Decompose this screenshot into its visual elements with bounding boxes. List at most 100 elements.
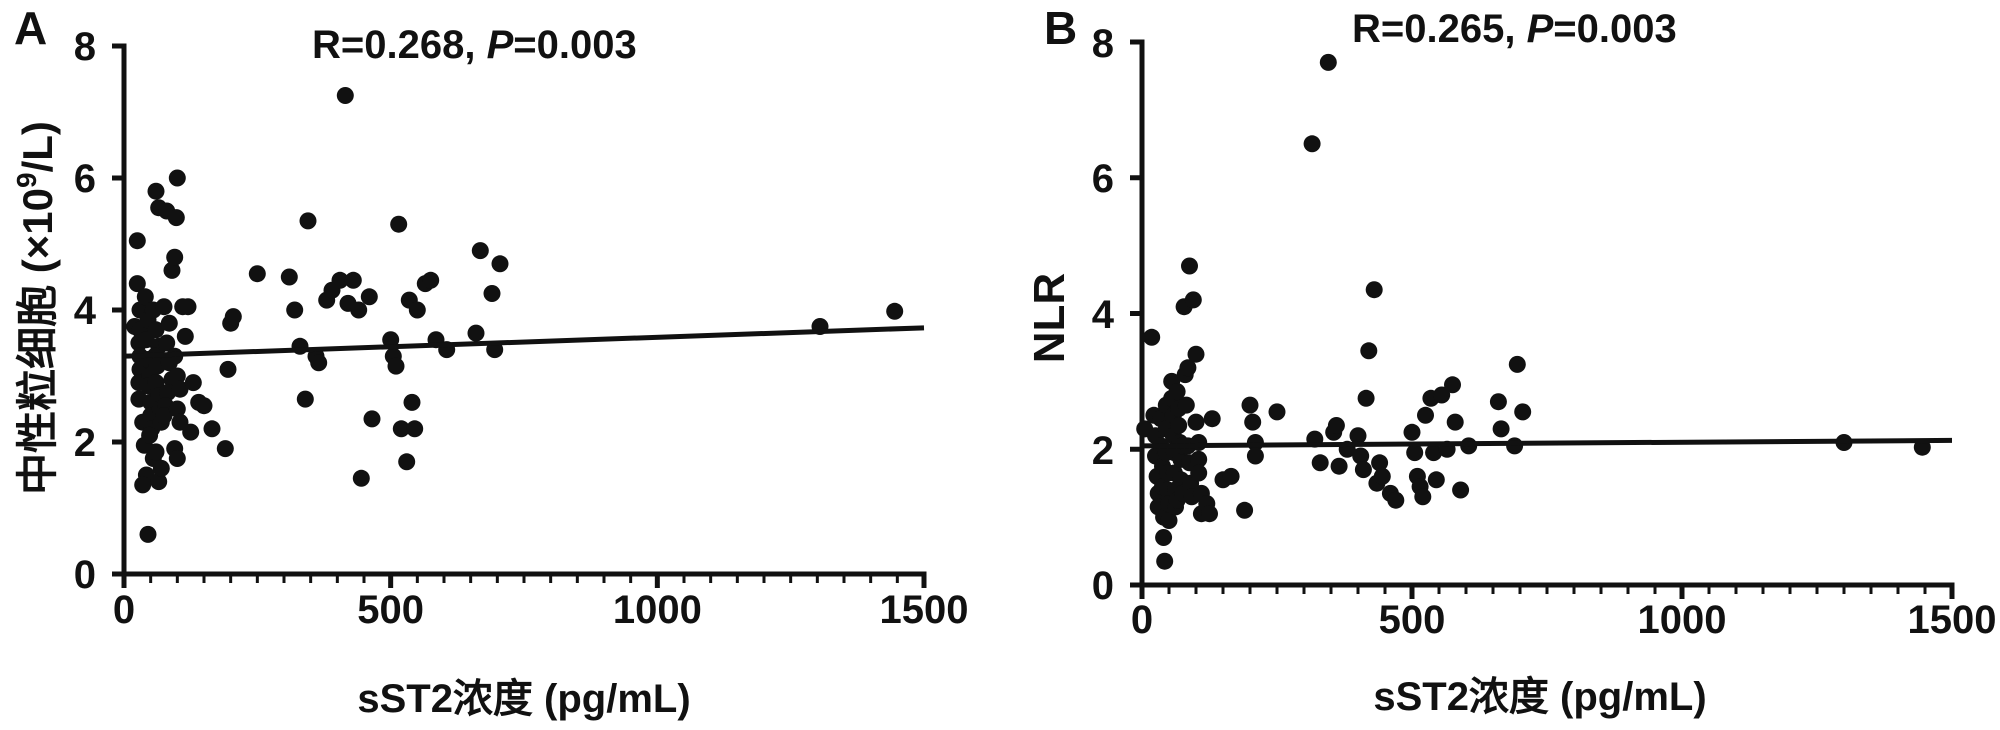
panel-a-data-point — [360, 288, 378, 306]
panel-b-data-point — [1170, 417, 1188, 434]
panel-b-data-point — [1244, 413, 1262, 431]
panel-b-data-point — [1427, 471, 1445, 489]
panel-a-data-point — [382, 331, 400, 349]
panel-b-data-point — [1492, 420, 1510, 438]
panel-a-points — [126, 87, 904, 543]
panel-a-data-point — [390, 215, 408, 233]
panel-a-data-point — [176, 327, 194, 345]
panel-b-data-point — [1506, 437, 1524, 455]
panel-b-data-point — [1452, 481, 1470, 499]
panel-a-data-point — [168, 367, 186, 385]
panel-b-data-point — [1417, 406, 1434, 424]
panel-a-x-tick-label-1000: 1000 — [613, 588, 702, 632]
panel-a-data-point — [224, 308, 242, 326]
panel-b-points — [1136, 53, 1931, 570]
panel-a: A R=0.268, P=0.003 0 500 1000 1500 0 2 4… — [11, 2, 968, 721]
panel-a-data-point — [168, 400, 186, 418]
panel-b-y-tick-label-2: 2 — [1092, 429, 1114, 473]
panel-a-data-point — [299, 212, 317, 230]
panel-a-y-label-main: 中性粒细胞 (×10 — [14, 188, 61, 495]
panel-a-data-point — [387, 357, 405, 375]
panel-b-x-axis-label: sST2浓度 (pg/mL) — [1373, 675, 1706, 719]
panel-a-data-point — [296, 390, 314, 408]
panel-b-data-point — [1222, 467, 1240, 485]
panel-b-data-point — [1406, 444, 1424, 462]
panel-a-data-point — [352, 469, 370, 487]
panel-a-data-point — [128, 275, 146, 293]
panel-b-y-tick-label-0: 0 — [1092, 564, 1114, 608]
panel-a-data-point — [336, 87, 354, 104]
panel-b-data-point — [1181, 257, 1198, 275]
panel-a-data-point — [134, 476, 152, 494]
panel-b-data-point — [1352, 447, 1370, 465]
panel-a-r-value: R=0.268, — [312, 23, 475, 67]
panel-b-data-point — [1508, 355, 1526, 373]
panel-a-data-point — [147, 374, 165, 392]
panel-a-data-point — [136, 288, 154, 306]
panel-a-y-tick-label-8: 8 — [74, 25, 96, 69]
panel-b: B R=0.265, P=0.003 0 500 1000 1500 0 2 4… — [1025, 2, 1996, 719]
panel-a-data-point — [392, 420, 410, 438]
panel-a-data-point — [344, 271, 362, 289]
panel-b-data-point — [1365, 281, 1383, 299]
panel-a-x-tick-label-1500: 1500 — [880, 588, 969, 632]
panel-b-letter: B — [1044, 2, 1077, 54]
panel-a-data-point — [168, 450, 186, 467]
panel-a-data-point — [398, 453, 416, 471]
panel-b-data-point — [1156, 552, 1174, 570]
panel-b-data-point — [1236, 501, 1254, 519]
panel-a-data-point — [150, 473, 168, 491]
panel-b-y-axis-label: NLR — [1025, 273, 1074, 363]
panel-b-data-point — [1168, 383, 1186, 401]
panel-a-y-tick-label-4: 4 — [74, 289, 97, 333]
panel-b-data-point — [1446, 413, 1464, 431]
panel-a-data-point — [216, 440, 234, 458]
panel-a-p-symbol: P — [487, 23, 514, 67]
panel-b-data-point — [1489, 393, 1507, 411]
panel-a-data-point — [171, 380, 189, 398]
panel-a-data-point — [331, 271, 349, 289]
panel-b-data-point — [1184, 291, 1202, 309]
panel-b-data-point — [1319, 53, 1337, 71]
panel-b-y-tick-label-4: 4 — [1092, 293, 1115, 337]
panel-b-r-value: R=0.265, — [1352, 7, 1515, 51]
panel-b-data-point — [1160, 512, 1178, 529]
panel-a-y-tick-label-6: 6 — [74, 157, 96, 201]
panel-b-data-point — [1311, 454, 1329, 472]
panel-a-x-tick-label-500: 500 — [357, 588, 424, 632]
panel-a-data-point — [168, 169, 186, 187]
panel-b-stat-annotation: R=0.265, P=0.003 — [1352, 7, 1677, 51]
panel-a-data-point — [147, 321, 165, 339]
panel-b-data-point — [1373, 467, 1391, 485]
panel-a-data-point — [184, 374, 202, 392]
panel-a-data-point — [483, 285, 501, 302]
panel-b-data-point — [1201, 505, 1218, 523]
panel-a-p-value: =0.003 — [513, 23, 636, 67]
panel-b-data-point — [1190, 450, 1208, 468]
panel-a-data-point — [167, 209, 185, 227]
panel-a-y-label-end: /L) — [14, 121, 61, 172]
panel-b-data-point — [1246, 447, 1264, 465]
panel-b-data-point — [1187, 413, 1205, 431]
panel-a-data-point — [203, 420, 221, 438]
panel-a-data-point — [422, 271, 440, 289]
panel-a-data-point — [128, 232, 146, 250]
panel-a-data-point — [155, 407, 173, 425]
panel-a-x-tick-label-0: 0 — [113, 588, 135, 632]
panel-b-p-symbol: P — [1527, 7, 1554, 51]
panel-a-data-point — [491, 255, 509, 273]
panel-a-y-tick-label-2: 2 — [74, 421, 96, 465]
panel-b-data-point — [1190, 464, 1208, 482]
panel-a-y-tick-label-0: 0 — [74, 553, 96, 597]
panel-b-data-point — [1303, 135, 1321, 153]
panel-a-ticks — [112, 43, 927, 588]
panel-a-data-point — [152, 459, 170, 477]
panel-b-x-tick-label-500: 500 — [1379, 598, 1446, 642]
panel-a-data-point — [219, 360, 237, 378]
panel-b-data-point — [1241, 396, 1259, 414]
panel-a-data-point — [403, 393, 421, 411]
panel-b-data-point — [1330, 457, 1348, 475]
panel-a-data-point — [310, 354, 328, 372]
panel-a-y-label-sup: 9 — [11, 172, 42, 188]
